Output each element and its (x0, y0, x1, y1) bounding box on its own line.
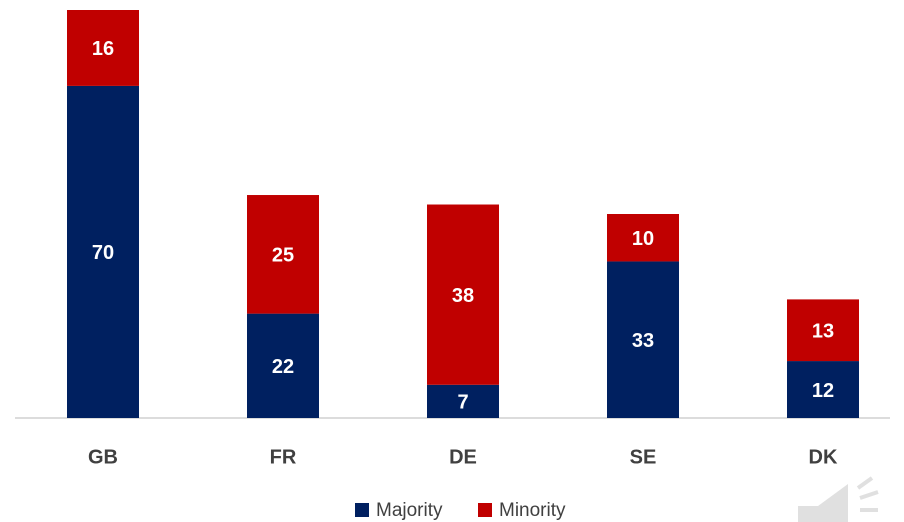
data-label: 22 (272, 356, 294, 378)
legend-swatch (478, 503, 492, 517)
data-label: 10 (632, 228, 654, 250)
bar-segment (607, 261, 679, 418)
data-label: 38 (452, 285, 474, 307)
bar-segment (247, 313, 319, 418)
bar-segment (67, 85, 139, 418)
data-label: 13 (812, 321, 834, 343)
x-tick-label: FR (270, 446, 297, 468)
bar-segment (427, 204, 499, 385)
bar-segment (427, 384, 499, 418)
data-label: 70 (92, 242, 114, 264)
data-label: 25 (272, 245, 294, 267)
speaker-icon (798, 476, 879, 522)
bar-segment (67, 10, 139, 86)
data-label: 7 (457, 392, 468, 414)
data-label: 12 (812, 380, 834, 402)
data-label: 33 (632, 330, 654, 352)
x-tick-label: DK (809, 446, 838, 468)
bar-segment (787, 299, 859, 362)
legend-label: Majority (376, 500, 443, 521)
bar-segment (247, 195, 319, 314)
legend-label: Minority (499, 500, 566, 521)
x-tick-label: SE (630, 446, 657, 468)
bar-segment (787, 361, 859, 418)
data-label: 16 (92, 38, 114, 60)
x-tick-label: GB (88, 446, 118, 468)
legend-swatch (355, 503, 369, 517)
bar-segment (607, 214, 679, 262)
x-tick-label: DE (449, 446, 477, 468)
